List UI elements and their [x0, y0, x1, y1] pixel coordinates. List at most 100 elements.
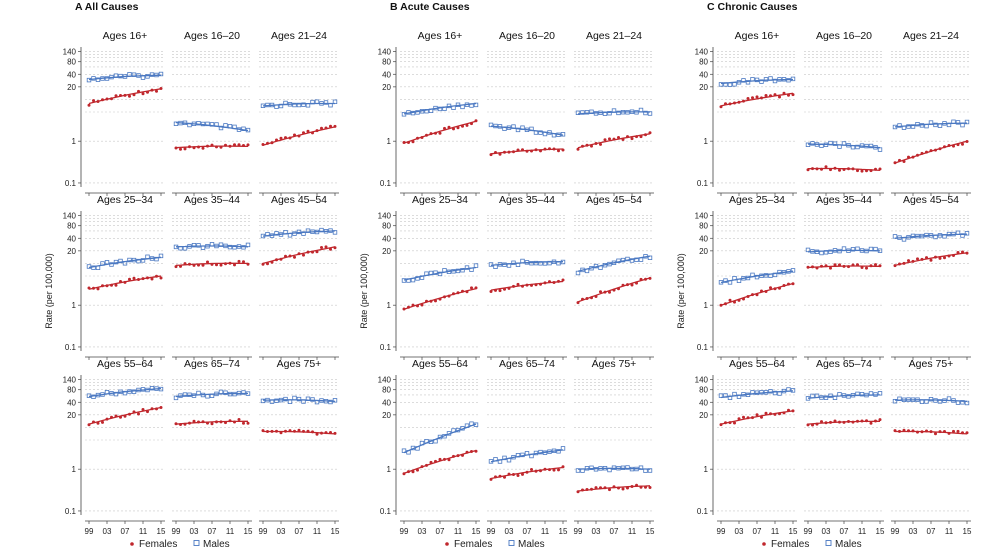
male-point: [942, 234, 947, 239]
facet-title: Ages 75+: [592, 358, 637, 370]
x-tick-label: 15: [876, 527, 885, 536]
female-point: [594, 295, 598, 298]
male-point: [127, 72, 132, 77]
male-point: [91, 265, 96, 270]
female-point: [197, 420, 200, 424]
y-tick-label: 140: [63, 376, 77, 385]
male-point: [810, 393, 815, 399]
female-point: [920, 257, 924, 261]
male-point: [750, 77, 755, 82]
facet-title: Ages 75+: [909, 358, 954, 370]
male-point: [469, 267, 474, 272]
male-point: [173, 244, 179, 250]
female-point: [576, 301, 580, 305]
male-point: [232, 245, 237, 250]
facet-title: Ages 16–20: [184, 30, 240, 42]
male-point: [741, 276, 746, 281]
y-axis-label: Rate (per 100,000): [359, 253, 369, 329]
male-point: [955, 230, 961, 235]
male-point: [283, 100, 288, 106]
female-point: [333, 124, 337, 128]
female-point: [155, 407, 158, 411]
female-point: [938, 147, 942, 151]
male-point: [511, 260, 516, 265]
male-point: [274, 398, 279, 403]
male-point: [265, 102, 270, 108]
male-point: [410, 110, 416, 116]
female-point: [552, 147, 556, 151]
female-point: [470, 286, 473, 290]
female-point: [155, 89, 158, 93]
female-point: [416, 136, 419, 140]
male-point: [227, 391, 233, 397]
female-point: [402, 472, 406, 476]
male-point: [754, 274, 760, 280]
facet-title: Ages 55–64: [729, 358, 785, 370]
y-tick-label: 40: [699, 70, 708, 79]
y-tick-label: 80: [67, 386, 76, 395]
male-point: [955, 120, 961, 125]
female-point: [815, 266, 819, 270]
male-point: [118, 389, 123, 394]
female-point: [302, 131, 305, 135]
male-point: [841, 141, 847, 146]
male-point: [763, 390, 769, 395]
facet-title: Ages 65–74: [499, 358, 555, 370]
female-point: [507, 150, 511, 154]
x-tick-label: 07: [208, 527, 217, 536]
male-point: [772, 78, 778, 84]
female-point: [434, 459, 437, 463]
y-tick-label: 0.1: [380, 507, 392, 516]
female-point: [865, 419, 868, 423]
male-point: [178, 120, 183, 126]
male-point: [805, 142, 811, 147]
male-point: [736, 394, 742, 399]
facet-title: Ages 16–20: [499, 30, 555, 42]
female-point: [489, 290, 493, 293]
female-point: [833, 166, 837, 170]
male-point: [269, 102, 275, 108]
female-point: [539, 469, 542, 473]
male-point: [140, 258, 146, 263]
male-point: [551, 448, 557, 453]
female-point: [626, 283, 629, 287]
male-point: [598, 466, 603, 471]
male-point: [332, 99, 338, 104]
male-point: [634, 110, 639, 115]
male-point: [196, 390, 201, 396]
female-point: [507, 472, 511, 476]
female-point: [806, 265, 810, 269]
female-point: [114, 283, 118, 287]
male-point: [928, 396, 934, 402]
female-point: [820, 264, 823, 268]
female-point: [824, 421, 828, 425]
male-point: [781, 77, 787, 82]
male-point: [542, 131, 548, 137]
male-point: [901, 237, 907, 242]
female-point: [141, 92, 145, 96]
male-point: [937, 233, 943, 238]
male-point: [241, 245, 246, 250]
female-point: [907, 429, 910, 433]
male-point: [205, 243, 210, 249]
legend-label-females: Females: [771, 539, 809, 550]
female-point: [907, 155, 910, 159]
female-point: [947, 144, 951, 147]
female-point: [724, 302, 727, 306]
female-point: [512, 473, 515, 476]
female-trend-line: [403, 120, 477, 144]
female-point: [639, 485, 643, 489]
male-point: [781, 270, 787, 275]
male-point: [424, 109, 429, 114]
male-point: [946, 122, 952, 128]
female-point: [123, 280, 127, 284]
male-point: [287, 233, 293, 238]
legend-male-marker: [193, 540, 200, 546]
y-tick-label: 140: [378, 48, 392, 57]
male-point: [451, 428, 456, 433]
male-point: [924, 232, 929, 238]
female-point: [815, 422, 819, 426]
female-point: [197, 263, 200, 267]
facet-title: Ages 21–24: [271, 30, 327, 42]
female-point: [911, 259, 915, 263]
